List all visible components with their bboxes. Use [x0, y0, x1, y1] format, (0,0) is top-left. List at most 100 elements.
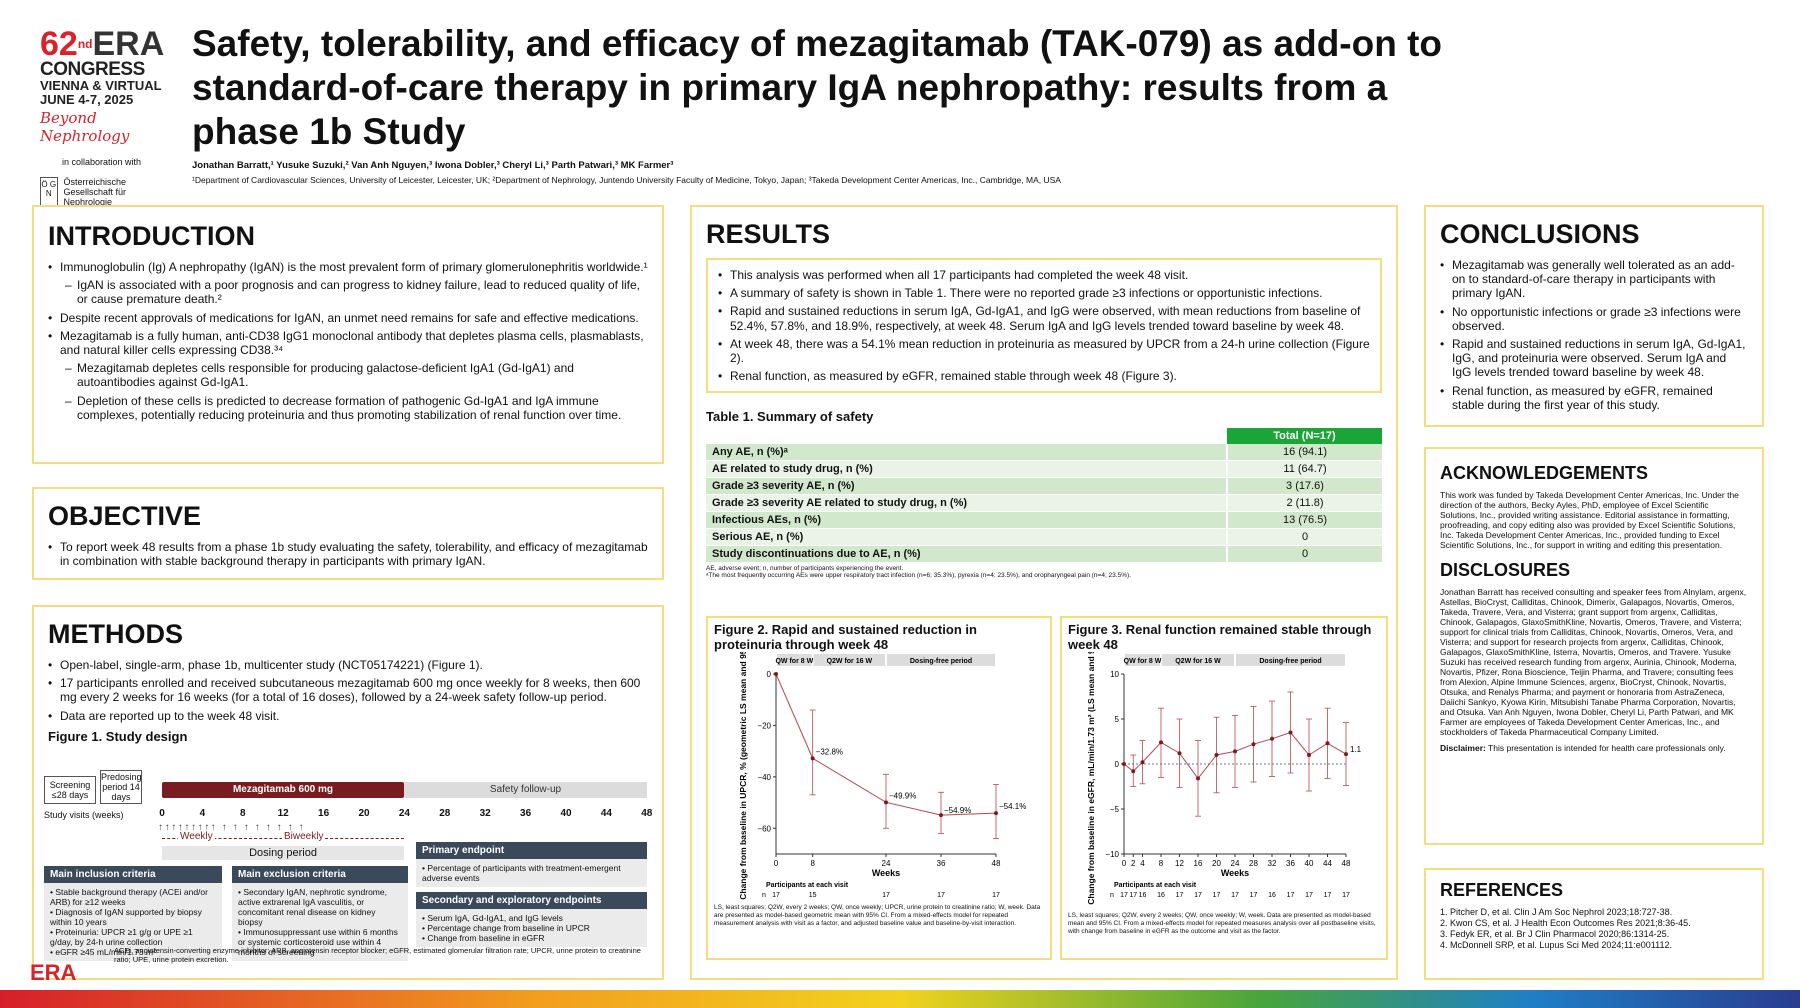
conclusions-item: Rapid and sustained reductions in serum … — [1440, 337, 1748, 380]
phase-bar — [777, 654, 812, 666]
secondary-endpoints: Secondary and exploratory endpoints • Se… — [416, 892, 647, 947]
logo-tagline: Beyond Nephrology — [40, 109, 130, 145]
n-value: 17 — [1324, 892, 1332, 899]
data-point — [1325, 741, 1330, 746]
phase-bar — [887, 654, 995, 666]
dose-arrows: ↑↑↑↑↑↑↑↑↑ ↑ ↑ ↑ ↑ ↑ ↑ ↑ ↑ — [158, 822, 306, 833]
conclusions-panel: CONCLUSIONS Mezagitamab was generally we… — [1424, 205, 1764, 427]
criteria-bullet: • — [422, 863, 428, 873]
inclusion-list: • Stable background therapy (ACEi and/or… — [44, 883, 222, 961]
logo-dates: JUNE 4-7, 2025 — [40, 92, 134, 107]
table-column-header: Total (N=17) — [1227, 428, 1382, 445]
y-tick-label: −40 — [757, 773, 771, 782]
data-point — [1270, 736, 1274, 741]
disclosures-text: Jonathan Barratt has received consulting… — [1440, 587, 1747, 737]
data-point — [1307, 753, 1311, 757]
introduction-list: Immunoglobulin (Ig) A nephropathy (IgAN)… — [48, 260, 648, 422]
y-axis-title: Change from baseline in eGFR, mL/min/1.7… — [1086, 652, 1096, 905]
visit-week-tick: 36 — [520, 808, 532, 819]
data-point — [1233, 749, 1237, 754]
x-tick-label: 48 — [992, 859, 1001, 868]
table1-title: Table 1. Summary of safety — [706, 409, 874, 425]
methods-item: Open-label, single-arm, phase 1b, multic… — [48, 658, 648, 672]
secondary-title: Secondary and exploratory endpoints — [416, 892, 647, 909]
results-heading: RESULTS — [706, 219, 831, 249]
introduction-item: Despite recent approvals of medications … — [48, 311, 648, 325]
study-design: Screening ≤28 days Predosing period 14 d… — [44, 770, 654, 970]
introduction-heading: INTRODUCTION — [48, 221, 255, 251]
y-tick-label: −20 — [757, 721, 771, 730]
methods-item: Data are reported up to the week 48 visi… — [48, 709, 648, 723]
table-row-value: 16 (94.1) — [1226, 444, 1382, 462]
y-axis-title: Change from baseline in UPCR, % (geometr… — [738, 652, 748, 900]
data-point — [1140, 760, 1145, 765]
figure3-note: LS, least squares; Q2W, every 2 weeks; Q… — [1068, 912, 1376, 935]
data-point — [1131, 769, 1136, 774]
table-row-value: 2 (11.8) — [1226, 494, 1382, 513]
visit-week-tick: 28 — [439, 808, 451, 819]
ack-disclosures-panel: ACKNOWLEDGEMENTS This work was funded by… — [1424, 447, 1764, 845]
x-tick-label: 0 — [1122, 859, 1127, 868]
data-point — [939, 813, 943, 818]
figure3-title: Figure 3. Renal function remained stable… — [1068, 622, 1372, 652]
predosing-box: Predosing period 14 days — [100, 770, 142, 804]
x-tick-label: 2 — [1131, 859, 1136, 868]
phase-bar — [1125, 654, 1160, 666]
x-tick-label: 28 — [1249, 859, 1258, 868]
introduction-item: Immunoglobulin (Ig) A nephropathy (IgAN)… — [48, 260, 648, 274]
phase-label: Q2W for 16 W — [1175, 658, 1221, 665]
poster-title: Safety, tolerability, and efficacy of me… — [192, 23, 1443, 152]
methods-panel: METHODS Open-label, single-arm, phase 1b… — [32, 605, 664, 980]
conclusions-heading: CONCLUSIONS — [1440, 219, 1640, 249]
table-row-label: Grade ≥3 severity AE, n (%) — [706, 477, 1227, 496]
exclusion-title: Main exclusion criteria — [232, 866, 408, 883]
data-label: −32.8% — [816, 747, 843, 756]
objective-panel: OBJECTIVE To report week 48 results from… — [32, 487, 664, 580]
table-row-label: Serious AE, n (%) — [706, 528, 1227, 547]
n-label: n — [762, 892, 766, 899]
n-value: 17 — [1194, 892, 1202, 899]
logo-collab: in collaboration with — [62, 157, 142, 167]
n-value: 17 — [1305, 892, 1313, 899]
n-value: 16 — [1139, 892, 1147, 899]
n-value: 17 — [1231, 892, 1239, 899]
criteria-text: eGFR ≥45 mL/min/1.73 m² — [55, 947, 156, 957]
data-label: −54.1% — [999, 802, 1026, 811]
table-row: Infectious AEs, n (%) 13 (76.5) — [706, 511, 1382, 530]
criteria-bullet: • — [50, 907, 56, 917]
inclusion-title: Main inclusion criteria — [44, 866, 222, 883]
table-row: Grade ≥3 severity AE related to study dr… — [706, 494, 1382, 513]
data-point — [774, 672, 778, 676]
visit-week-tick: 20 — [358, 808, 370, 819]
table-row: Serious AE, n (%) 0 — [706, 528, 1382, 547]
data-label: 1.1 — [1350, 745, 1362, 754]
n-value: 17 — [882, 892, 890, 899]
results-panel: RESULTS This analysis was performed when… — [690, 205, 1398, 980]
table-row: AE related to study drug, n (%) 11 (64.7) — [706, 460, 1382, 479]
data-point — [1251, 742, 1256, 747]
n-value: 16 — [1157, 892, 1165, 899]
visit-week-tick: 48 — [641, 808, 653, 819]
results-item: Renal function, as measured by eGFR, rem… — [718, 369, 1372, 383]
criteria-item: • Change from baseline in eGFR — [422, 933, 641, 943]
reference-item: 4. McDonnell SRP, et al. Lupus Sci Med 2… — [1440, 940, 1672, 950]
y-tick-label: −5 — [1110, 805, 1120, 814]
exclusion-criteria: Main exclusion criteria • Secondary IgAN… — [232, 866, 408, 961]
visit-week-tick: 32 — [479, 808, 491, 819]
criteria-text: Secondary IgAN, nephrotic syndrome, acti… — [238, 887, 387, 927]
visit-week-tick: 12 — [277, 808, 289, 819]
weekly-label: Weekly — [178, 831, 215, 842]
biweekly-label: Biweekly — [282, 831, 326, 842]
criteria-bullet: • — [238, 927, 244, 937]
table-row-label: AE related to study drug, n (%) — [706, 460, 1227, 479]
criteria-item: • Proteinuria: UPCR ≥1 g/g or UPE ≥1 g/d… — [50, 927, 216, 947]
n-value: 17 — [1250, 892, 1258, 899]
acknowledgements-text: This work was funded by Takeda Developme… — [1440, 490, 1739, 550]
x-tick-label: 24 — [1231, 859, 1240, 868]
data-point — [884, 800, 888, 805]
n-value: 15 — [809, 892, 817, 899]
logo-location: VIENNA & VIRTUAL — [40, 78, 162, 93]
table-row-value: 3 (17.6) — [1226, 477, 1382, 496]
criteria-bullet: • — [422, 913, 428, 923]
criteria-bullet: • — [422, 933, 428, 943]
